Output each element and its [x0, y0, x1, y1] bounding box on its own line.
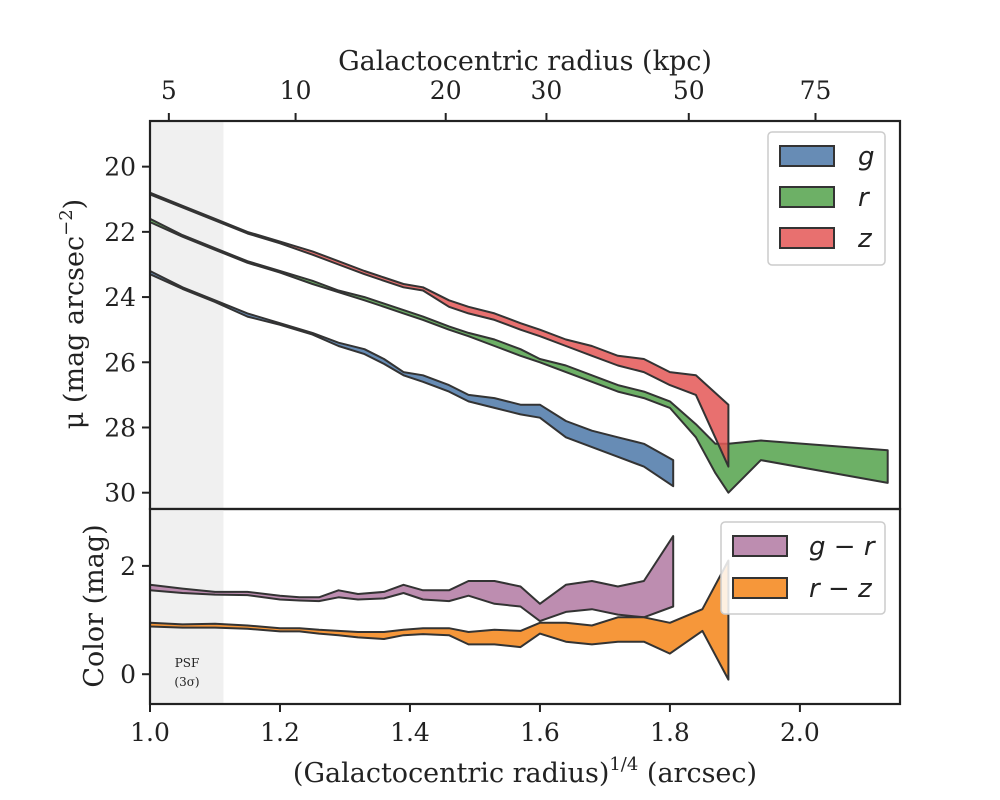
legend-swatch-r [779, 186, 835, 208]
y-tick-label: 0 [120, 660, 136, 689]
legend-swatch-g [779, 145, 835, 167]
top-x-tick-label: 10 [280, 76, 312, 105]
legend-label-r-z: r − z [809, 574, 873, 604]
y-tick-label: 24 [104, 283, 136, 312]
legend: g − r r − z [720, 521, 886, 615]
y-axis-ticks: 20 22 24 26 28 30 [104, 153, 150, 508]
x-tick-label: 1.6 [520, 718, 560, 747]
legend-label-g: g [858, 142, 875, 172]
y-tick-label: 26 [104, 348, 136, 377]
x-axis-ticks: 1.0 1.2 1.4 1.6 1.8 2.0 [130, 704, 820, 747]
y-tick-label: 30 [104, 479, 136, 508]
x-tick-label: 1.4 [390, 718, 430, 747]
top-x-tick-label: 5 [161, 76, 177, 105]
legend-swatch-z [779, 227, 835, 249]
y-tick-label: 22 [104, 218, 136, 247]
psf-shaded-region [150, 509, 224, 704]
y-tick-label: 28 [104, 413, 136, 442]
y-tick-label: 2 [120, 552, 136, 581]
top-x-axis-ticks: 5 10 20 30 50 75 [161, 76, 832, 121]
legend-swatch-g-r [732, 535, 788, 557]
psf-label: PSF [175, 656, 200, 670]
legend-label-z: z [857, 224, 873, 254]
legend-label-r: r [858, 183, 871, 213]
x-tick-label: 1.8 [650, 718, 690, 747]
legend-label-g-r: g − r [809, 532, 877, 562]
psf-sigma-label: (3σ) [174, 675, 199, 689]
band-g [149, 270, 675, 488]
band-z [149, 191, 730, 468]
surface-brightness-panel: 20 22 24 26 28 30 5 10 20 30 50 75 Galactocentric … [56, 46, 902, 511]
legend-swatch-r-z [732, 577, 788, 599]
legend: grz [767, 131, 886, 266]
surface-brightness-series [149, 191, 889, 494]
x-tick-label: 1.2 [260, 718, 300, 747]
top-axis-title: Galactocentric radius (kpc) [338, 46, 712, 77]
y-tick-label: 20 [104, 153, 136, 182]
color-series [149, 535, 730, 681]
bottom-panel-frame [148, 507, 902, 706]
top-x-tick-label: 50 [673, 76, 705, 105]
color-panel: 02 1.0 1.2 1.4 1.6 1.8 2.0 PSF (3σ) Color (ma… [79, 507, 902, 789]
x-axis-title: (Galactocentric radius)1/4 (arcsec) [293, 754, 757, 789]
band-g-r [149, 535, 675, 623]
top-x-tick-label: 20 [430, 76, 462, 105]
band-r-z [149, 559, 730, 681]
y-axis-title: Color (mag) [79, 524, 110, 687]
psf-shaded-region [150, 121, 224, 509]
x-tick-label: 2.0 [780, 718, 820, 747]
top-x-tick-label: 30 [531, 76, 563, 105]
band-r [149, 217, 889, 494]
y-axis-title: μ (mag arcsec−2) [56, 199, 90, 429]
top-x-tick-label: 75 [800, 76, 832, 105]
x-tick-label: 1.0 [130, 718, 170, 747]
y-axis-ticks: 02 [120, 552, 150, 689]
